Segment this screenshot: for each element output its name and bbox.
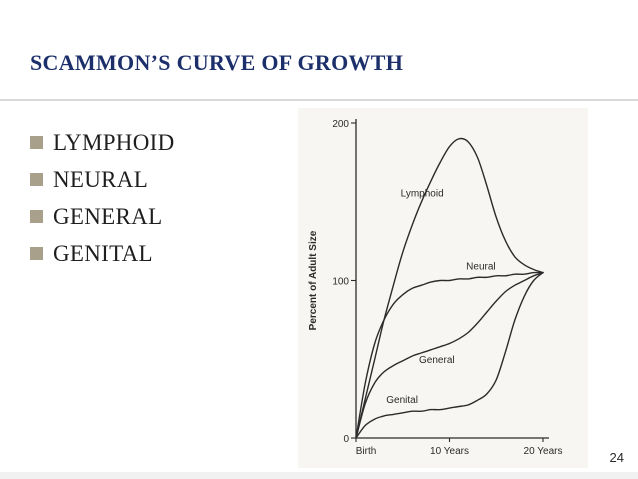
x-tick-label: 10 Years bbox=[430, 446, 469, 457]
y-axis-label: Percent of Adult Size bbox=[308, 230, 319, 330]
bullet-label: GENERAL bbox=[53, 203, 163, 229]
axes: 0 100 200 Birth 10 Years 20 Years Percent of A… bbox=[308, 119, 562, 457]
y-tick-label: 200 bbox=[332, 119, 349, 130]
series-line-neural bbox=[355, 271, 544, 439]
growth-chart-figure: 0 100 200 Birth 10 Years 20 Years Percent of A… bbox=[298, 108, 588, 468]
series-label-general: General bbox=[419, 355, 455, 366]
square-bullet-icon bbox=[30, 210, 43, 223]
series-label-lymphoid: Lymphoid bbox=[401, 188, 444, 199]
growth-chart: 0 100 200 Birth 10 Years 20 Years Percent of A… bbox=[308, 119, 562, 457]
x-tick-label: Birth bbox=[356, 446, 377, 457]
slide-title: SCAMMON’S CURVE OF GROWTH bbox=[30, 50, 404, 75]
bullet-list: LYMPHOID NEURAL GENERAL GENITAL bbox=[30, 124, 175, 272]
series-line-lymphoid bbox=[355, 137, 544, 439]
bullet-item-lymphoid: LYMPHOID bbox=[30, 124, 175, 161]
bullet-label: LYMPHOID bbox=[53, 129, 175, 155]
bullet-item-general: GENERAL bbox=[30, 198, 175, 235]
bullet-label: GENITAL bbox=[53, 240, 153, 266]
y-tick-label: 100 bbox=[332, 277, 349, 288]
page-number: 24 bbox=[609, 450, 624, 465]
series-labels: Lymphoid Neural General Genital bbox=[386, 188, 495, 406]
x-tick-label: 20 Years bbox=[524, 446, 563, 457]
series-lines bbox=[355, 137, 544, 439]
square-bullet-icon bbox=[30, 136, 43, 149]
series-line-general bbox=[355, 271, 544, 439]
title-divider bbox=[0, 99, 638, 101]
bullet-item-neural: NEURAL bbox=[30, 161, 175, 198]
series-label-genital: Genital bbox=[386, 395, 418, 406]
series-label-neural: Neural bbox=[466, 261, 495, 272]
y-tick-label: 0 bbox=[343, 434, 349, 445]
bullet-item-genital: GENITAL bbox=[30, 235, 175, 272]
series-line-genital bbox=[355, 271, 544, 439]
square-bullet-icon bbox=[30, 247, 43, 260]
bullet-label: NEURAL bbox=[53, 166, 149, 192]
footer-bar bbox=[0, 472, 638, 479]
square-bullet-icon bbox=[30, 173, 43, 186]
